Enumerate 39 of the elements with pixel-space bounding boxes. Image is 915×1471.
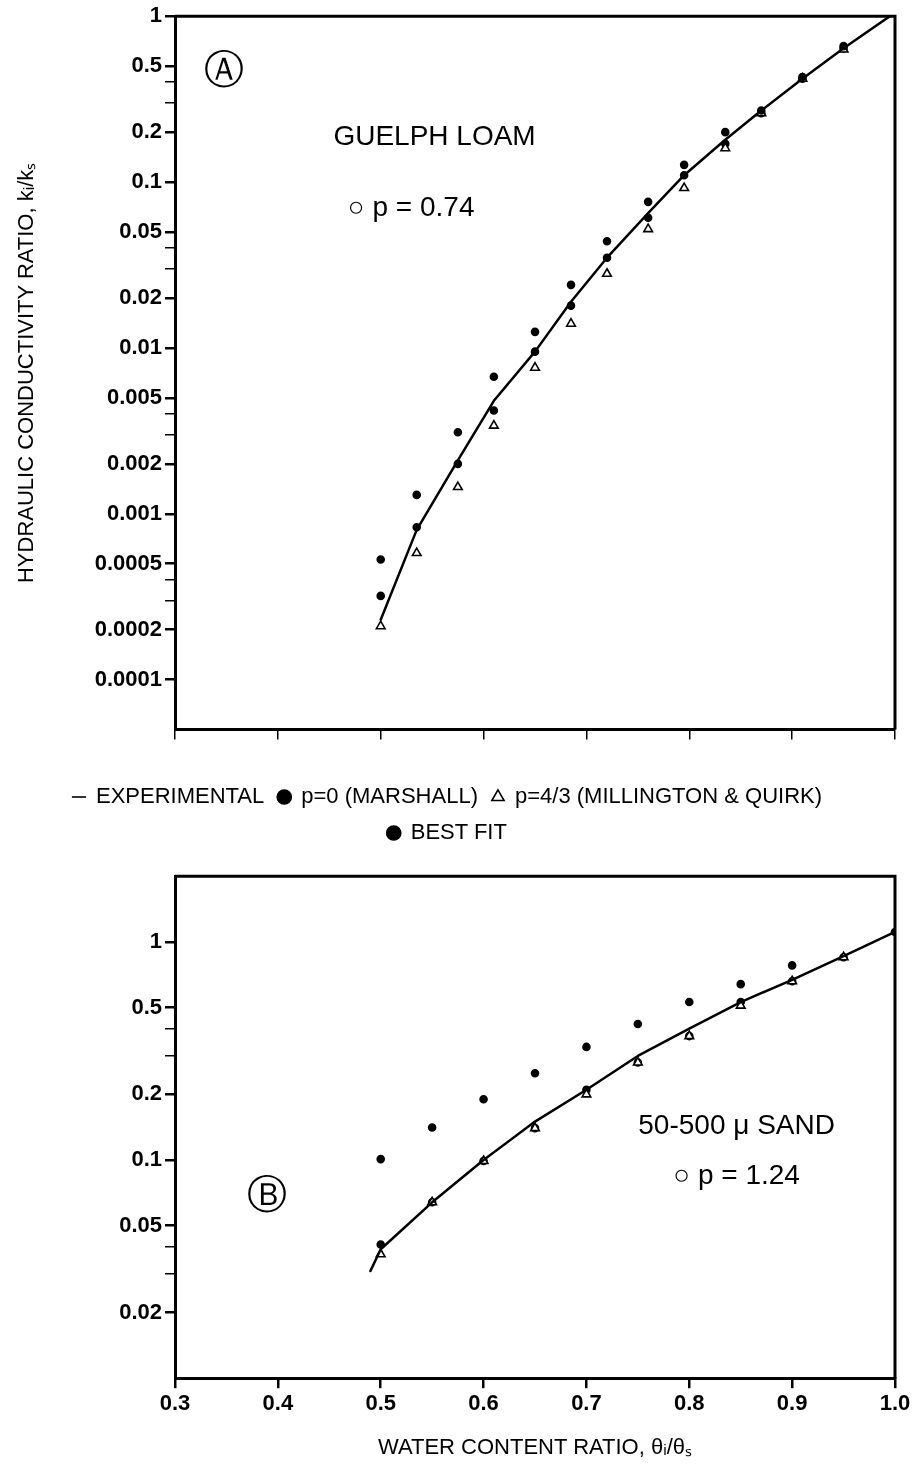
- y-tick-label: 0.5: [131, 993, 162, 1019]
- x-tick-label: 0.5: [365, 1390, 397, 1416]
- annotation: ○ p = 1.24: [673, 1159, 800, 1191]
- x-tick-label: 0.7: [571, 1390, 602, 1416]
- y-tick-label: 1: [149, 927, 162, 953]
- y-tick-label: 0.002: [106, 449, 162, 475]
- annotation: GUELPH LOAM: [333, 119, 536, 151]
- x-tick-label: 1.0: [879, 1390, 911, 1416]
- x-tick-label: 0.8: [673, 1390, 705, 1416]
- y-tick-label: 0.02: [119, 284, 162, 310]
- y-tick-label: 0.1: [131, 168, 162, 194]
- legend-label: BEST FIT: [410, 819, 507, 845]
- y-tick-label: 0.0002: [94, 615, 162, 641]
- annotation: Ⓑ: [247, 1172, 287, 1217]
- y-tick-label: 0.01: [119, 334, 162, 359]
- y-axis-title: HYDRAULIC CONDUCTIVITY RATIO, kᵢ/kₛ: [13, 162, 39, 584]
- y-tick-label: 0.1: [131, 1146, 162, 1172]
- legend-label: p=4/3 (MILLINGTON & QUIRK): [514, 783, 823, 809]
- x-tick-label: 0.9: [776, 1390, 808, 1416]
- legend-label: p=0 (MARSHALL): [301, 783, 478, 809]
- x-tick-label: 0.4: [262, 1390, 294, 1416]
- y-tick-label: 0.5: [131, 52, 162, 78]
- annotation: Ⓐ: [203, 46, 244, 91]
- y-tick-label: 0.005: [106, 383, 162, 409]
- y-tick-label: 0.0001: [94, 665, 162, 691]
- y-tick-label: 0.001: [106, 499, 162, 525]
- y-tick-label: 0.05: [119, 1211, 162, 1237]
- x-tick-label: 0.3: [159, 1390, 191, 1416]
- y-tick-label: 0.2: [131, 118, 162, 144]
- legend-label: EXPERIMENTAL: [95, 783, 265, 809]
- y-tick-label: 0.0005: [94, 549, 162, 575]
- y-tick-label: 0.02: [119, 1298, 162, 1324]
- x-axis-title: WATER CONTENT RATIO, θᵢ/θₛ: [377, 1433, 693, 1459]
- y-tick-label: 0.05: [119, 218, 162, 244]
- y-tick-label: 0.2: [131, 1080, 162, 1106]
- annotation: ○ p = 0.74: [347, 191, 475, 223]
- annotation: 50-500 μ SAND: [638, 1108, 835, 1140]
- x-tick-label: 0.6: [468, 1390, 499, 1416]
- y-tick-label: 1: [149, 2, 162, 28]
